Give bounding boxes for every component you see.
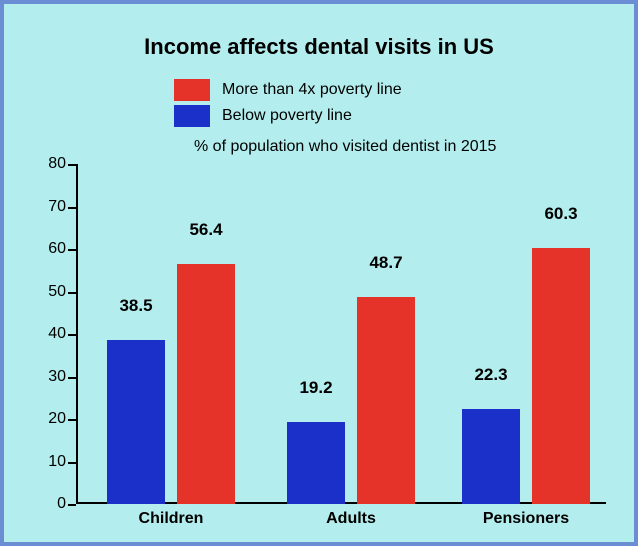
bar bbox=[287, 422, 345, 504]
y-tick bbox=[68, 249, 76, 251]
legend: More than 4x poverty line Below poverty … bbox=[174, 79, 402, 131]
y-tick bbox=[68, 164, 76, 166]
bar-value-label: 60.3 bbox=[544, 204, 577, 224]
chart-title: Income affects dental visits in US bbox=[4, 34, 634, 60]
bar-value-label: 19.2 bbox=[299, 378, 332, 398]
bar bbox=[462, 409, 520, 504]
y-axis bbox=[76, 164, 78, 504]
y-tick-label: 50 bbox=[48, 283, 66, 301]
legend-label-below: Below poverty line bbox=[222, 107, 352, 125]
bar bbox=[532, 248, 590, 504]
bar-value-label: 22.3 bbox=[474, 365, 507, 385]
y-tick-label: 40 bbox=[48, 325, 66, 343]
y-tick-label: 30 bbox=[48, 368, 66, 386]
category-label: Children bbox=[139, 510, 204, 528]
legend-item: Below poverty line bbox=[174, 105, 402, 127]
y-tick bbox=[68, 419, 76, 421]
y-tick bbox=[68, 334, 76, 336]
y-tick-label: 10 bbox=[48, 453, 66, 471]
bar-value-label: 48.7 bbox=[369, 253, 402, 273]
y-tick bbox=[68, 504, 76, 506]
y-tick bbox=[68, 207, 76, 209]
category-label: Pensioners bbox=[483, 510, 569, 528]
legend-label-above: More than 4x poverty line bbox=[222, 81, 402, 99]
y-tick-label: 70 bbox=[48, 198, 66, 216]
y-tick-label: 20 bbox=[48, 410, 66, 428]
bar-value-label: 38.5 bbox=[119, 296, 152, 316]
legend-item: More than 4x poverty line bbox=[174, 79, 402, 101]
legend-swatch-below bbox=[174, 105, 210, 127]
bar bbox=[357, 297, 415, 504]
bar bbox=[107, 340, 165, 504]
y-tick-label: 60 bbox=[48, 240, 66, 258]
y-tick bbox=[68, 377, 76, 379]
y-tick-label: 80 bbox=[48, 155, 66, 173]
chart-subtitle: % of population who visited dentist in 2… bbox=[194, 138, 496, 156]
y-tick-label: 0 bbox=[57, 495, 66, 513]
chart-frame: Income affects dental visits in US More … bbox=[0, 0, 638, 546]
category-label: Adults bbox=[326, 510, 376, 528]
legend-swatch-above bbox=[174, 79, 210, 101]
bar bbox=[177, 264, 235, 504]
y-tick bbox=[68, 292, 76, 294]
plot-area: 0102030405060708038.556.4Children19.248.… bbox=[76, 164, 606, 504]
y-tick bbox=[68, 462, 76, 464]
bar-value-label: 56.4 bbox=[189, 220, 222, 240]
